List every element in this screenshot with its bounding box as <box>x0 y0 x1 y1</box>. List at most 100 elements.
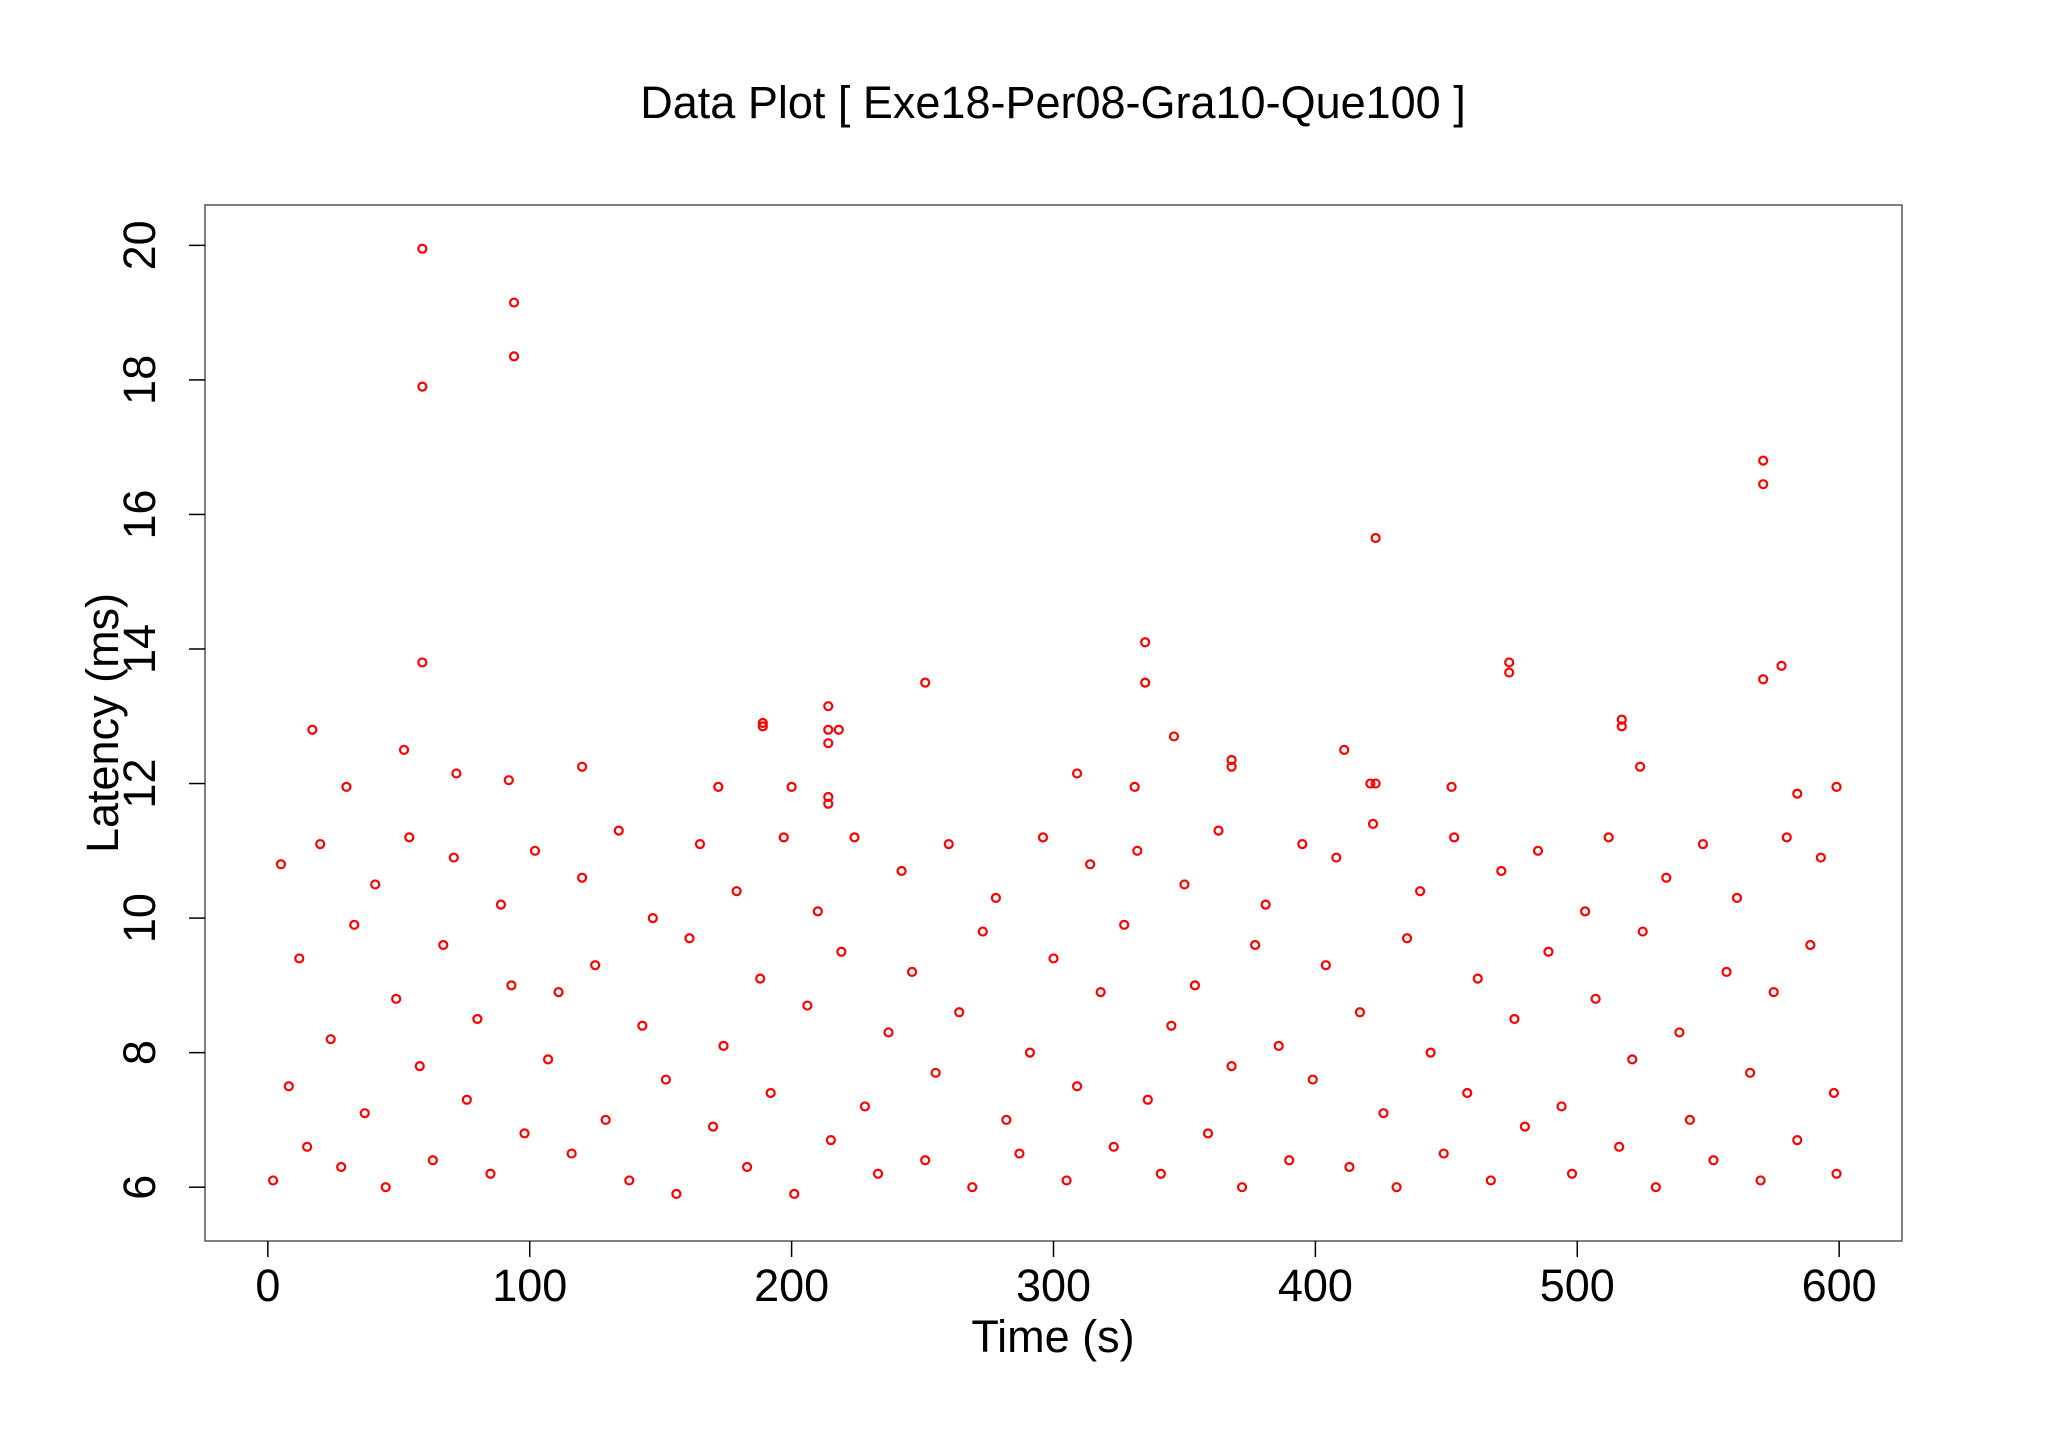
point <box>930 1067 941 1078</box>
point <box>1391 1182 1402 1193</box>
point <box>1509 1013 1520 1025</box>
point <box>1637 926 1648 937</box>
point <box>1071 768 1083 779</box>
point <box>943 838 954 850</box>
point <box>1297 838 1308 850</box>
point <box>1048 953 1059 964</box>
point <box>1129 781 1140 793</box>
point <box>1085 859 1096 870</box>
point <box>920 677 931 688</box>
point <box>757 717 768 729</box>
point <box>802 1000 813 1011</box>
point <box>417 381 428 392</box>
point <box>307 724 318 735</box>
point <box>380 1182 391 1193</box>
point <box>461 1094 472 1105</box>
point <box>1331 852 1342 863</box>
point <box>1367 818 1379 830</box>
x-tick-label: 400 <box>1278 1260 1353 1311</box>
point <box>1616 721 1627 732</box>
point <box>1202 1128 1214 1139</box>
point <box>765 1087 776 1099</box>
y-tick-label: 16 <box>114 489 165 539</box>
x-axis-label: Time (s) <box>971 1311 1134 1362</box>
point <box>506 980 517 991</box>
point <box>1449 832 1460 843</box>
point <box>472 1013 483 1025</box>
point <box>1485 1175 1496 1186</box>
point <box>577 872 588 883</box>
point <box>1001 1114 1012 1126</box>
point <box>812 906 823 917</box>
point <box>414 1060 425 1072</box>
point <box>823 798 834 809</box>
point <box>529 845 541 856</box>
point <box>1236 1182 1248 1193</box>
point <box>495 899 507 910</box>
point <box>553 986 564 998</box>
point <box>789 1188 800 1200</box>
point <box>954 1007 965 1018</box>
point <box>694 838 706 850</box>
point <box>370 879 381 890</box>
point <box>849 832 860 843</box>
point <box>1472 973 1483 984</box>
point <box>417 243 428 254</box>
point <box>1758 479 1769 490</box>
point <box>1166 1020 1177 1031</box>
point <box>872 1168 884 1179</box>
point <box>1650 1182 1661 1193</box>
point <box>1365 778 1376 789</box>
point <box>349 919 360 930</box>
point <box>1378 1108 1389 1119</box>
y-axis-label: Latency (ms) <box>77 593 128 853</box>
point <box>398 744 410 756</box>
point <box>1674 1027 1685 1038</box>
point <box>1661 872 1672 883</box>
point <box>1776 660 1787 671</box>
point <box>1504 667 1515 678</box>
y-tick-label: 20 <box>114 220 165 270</box>
point <box>1168 731 1180 742</box>
point <box>1684 1114 1695 1126</box>
point <box>519 1128 530 1139</box>
point <box>1284 1155 1295 1166</box>
point <box>590 960 601 971</box>
point <box>1627 1054 1638 1065</box>
point <box>718 1040 729 1052</box>
x-tick-label: 100 <box>492 1260 567 1311</box>
point <box>1496 865 1507 877</box>
y-tick-label: 18 <box>114 355 165 405</box>
point <box>542 1054 554 1065</box>
point <box>1446 781 1457 793</box>
point <box>1140 637 1151 648</box>
point <box>1792 788 1803 799</box>
point <box>1014 1148 1025 1159</box>
point <box>977 926 988 937</box>
point <box>741 1161 753 1173</box>
point <box>1119 919 1130 930</box>
point <box>275 859 287 870</box>
point <box>485 1168 496 1179</box>
point <box>302 1141 313 1152</box>
point <box>613 825 624 836</box>
point <box>1320 960 1331 971</box>
point <box>906 966 918 978</box>
point <box>1250 939 1261 951</box>
point <box>1556 1101 1567 1112</box>
y-tick-label: 10 <box>114 893 165 943</box>
point <box>508 351 520 362</box>
point <box>713 781 724 793</box>
point <box>1108 1141 1119 1152</box>
point <box>438 939 449 951</box>
point <box>825 1134 836 1146</box>
point <box>1708 1155 1719 1166</box>
point <box>896 865 907 877</box>
point <box>577 761 588 772</box>
point <box>1792 1134 1803 1146</box>
point <box>448 852 459 863</box>
point <box>684 933 695 944</box>
point <box>823 738 834 749</box>
